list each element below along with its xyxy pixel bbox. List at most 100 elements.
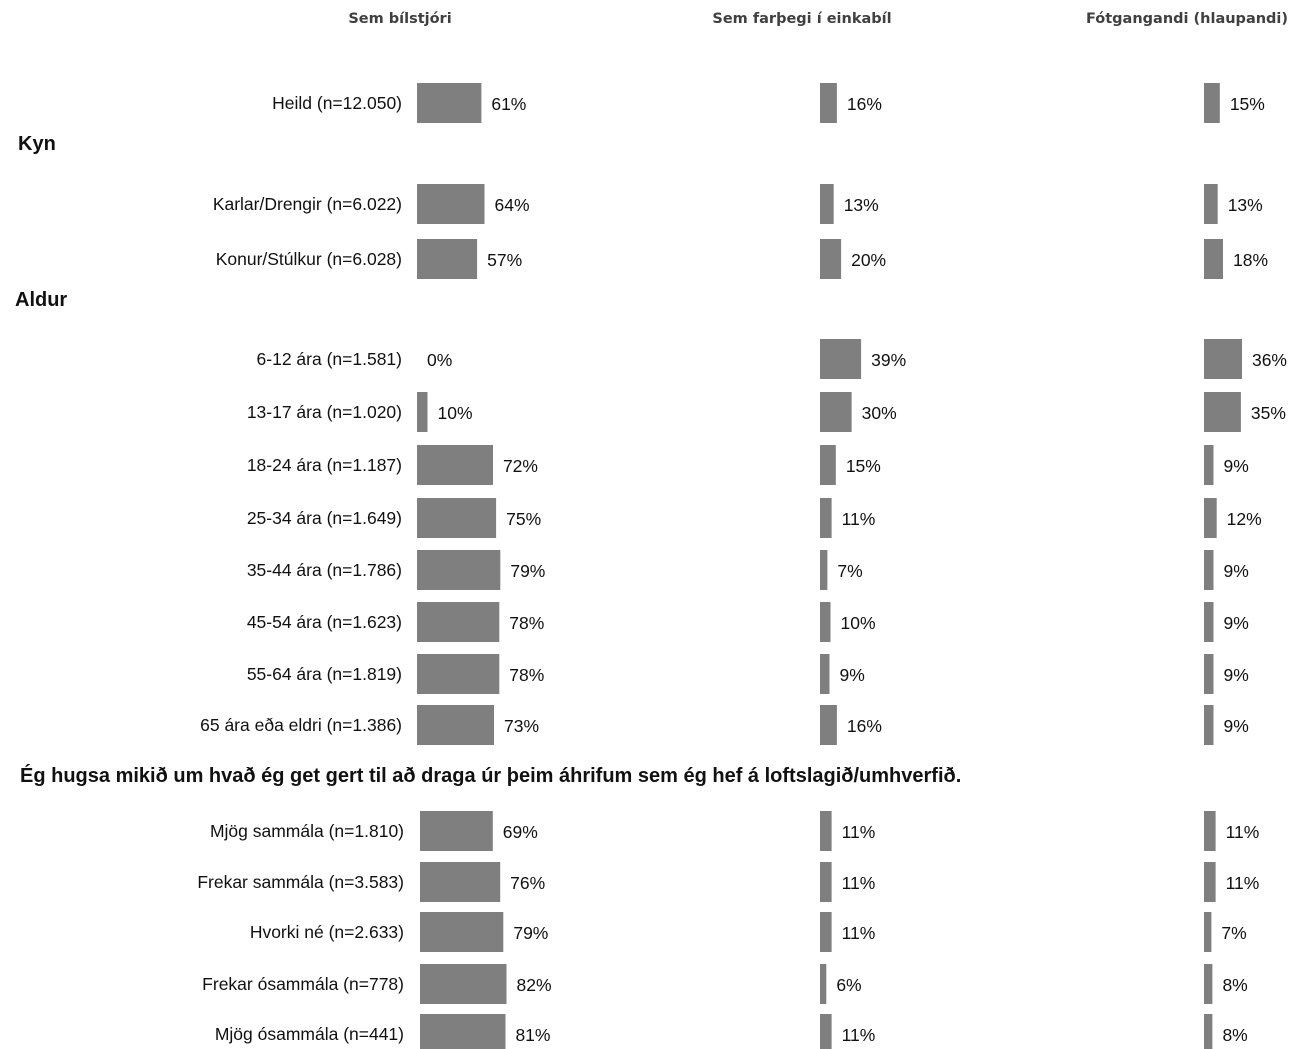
- value-label: 15%: [846, 456, 881, 476]
- bar-2: [820, 912, 832, 952]
- chart-row: 25-34 ára (n=1.649) 75% 11% 12%: [247, 498, 1262, 538]
- bar-1: [417, 705, 494, 745]
- bar-1: [420, 1014, 506, 1049]
- bar-1: [420, 964, 507, 1004]
- value-label: 73%: [504, 716, 539, 736]
- chart-row: 6-12 ára (n=1.581) 0% 39% 36%: [257, 339, 1287, 379]
- bar-2: [820, 392, 852, 432]
- bar-3: [1204, 811, 1216, 851]
- value-label: 12%: [1227, 509, 1262, 529]
- bar-2: [820, 339, 862, 379]
- row-label: 18-24 ára (n=1.187): [247, 455, 402, 475]
- value-label: 8%: [1222, 975, 1247, 995]
- value-label: 79%: [513, 923, 548, 943]
- bar-3: [1204, 862, 1216, 902]
- bar-3: [1204, 602, 1214, 642]
- bar-1: [417, 550, 501, 590]
- value-label: 10%: [841, 613, 876, 633]
- row-label: Frekar ósammála (n=778): [202, 974, 404, 994]
- chart-row: Frekar ósammála (n=778) 82% 6% 8%: [202, 964, 1248, 1004]
- value-label: 15%: [1230, 94, 1265, 114]
- value-label: 81%: [515, 1025, 550, 1045]
- value-label: 11%: [842, 873, 876, 893]
- bar-2: [820, 705, 837, 745]
- bar-2: [820, 498, 832, 538]
- value-label: 13%: [1228, 195, 1263, 215]
- chart-row: Konur/Stúlkur (n=6.028) 57% 20% 18%: [216, 239, 1268, 279]
- value-label: 7%: [837, 561, 862, 581]
- bar-3: [1204, 498, 1217, 538]
- value-label: 78%: [509, 665, 544, 685]
- row-label: 13-17 ára (n=1.020): [247, 402, 402, 422]
- bar-3: [1204, 83, 1220, 123]
- row-label: Konur/Stúlkur (n=6.028): [216, 249, 402, 269]
- bar-1: [417, 392, 428, 432]
- bar-3: [1204, 339, 1242, 379]
- bar-3: [1204, 964, 1213, 1004]
- bar-1: [417, 445, 493, 485]
- chart-row: Karlar/Drengir (n=6.022) 64% 13% 13%: [213, 184, 1263, 224]
- value-label: 9%: [839, 665, 864, 685]
- bar-3: [1204, 184, 1218, 224]
- column-header-1: Sem bílstjóri: [348, 11, 451, 27]
- value-label: 10%: [438, 403, 473, 423]
- bar-3: [1204, 1014, 1213, 1049]
- value-label: 20%: [851, 250, 886, 270]
- row-label: Karlar/Drengir (n=6.022): [213, 194, 402, 214]
- bar-3: [1204, 445, 1214, 485]
- bar-1: [417, 498, 497, 538]
- section-heading: Ég hugsa mikið um hvað ég get gert til a…: [20, 764, 961, 787]
- chart-row: Frekar sammála (n=3.583) 76% 11% 11%: [197, 862, 1259, 902]
- value-label: 69%: [503, 822, 538, 842]
- value-label: 9%: [1223, 613, 1248, 633]
- bar-2: [820, 1014, 832, 1049]
- bar-2: [820, 550, 828, 590]
- bar-3: [1204, 912, 1212, 952]
- value-label: 11%: [842, 1025, 876, 1045]
- value-label: 18%: [1233, 250, 1268, 270]
- bar-1: [417, 654, 500, 694]
- bar-3: [1204, 654, 1214, 694]
- row-label: Mjög ósammála (n=441): [215, 1024, 404, 1044]
- column-header-2: Sem farþegi í einkabíl: [712, 11, 891, 27]
- bar-1: [420, 912, 504, 952]
- chart-row: Hvorki né (n=2.633) 79% 11% 7%: [250, 912, 1247, 952]
- value-label: 79%: [510, 561, 545, 581]
- bar-3: [1204, 239, 1223, 279]
- chart-row: 65 ára eða eldri (n=1.386) 73% 16% 9%: [200, 705, 1249, 745]
- bar-1: [417, 184, 485, 224]
- bar-2: [820, 811, 832, 851]
- bar-2: [820, 184, 834, 224]
- chart-row: Mjög sammála (n=1.810) 69% 11% 11%: [210, 811, 1259, 851]
- value-label: 35%: [1251, 403, 1286, 423]
- row-label: Heild (n=12.050): [272, 93, 402, 113]
- value-label: 11%: [842, 509, 876, 529]
- row-label: 65 ára eða eldri (n=1.386): [200, 715, 402, 735]
- row-label: Mjög sammála (n=1.810): [210, 821, 404, 841]
- chart-row: Heild (n=12.050) 61% 16% 15%: [272, 83, 1265, 123]
- chart-row: 18-24 ára (n=1.187) 72% 15% 9%: [247, 445, 1249, 485]
- bar-1: [417, 239, 478, 279]
- value-label: 61%: [491, 94, 526, 114]
- value-label: 11%: [1226, 873, 1260, 893]
- chart-row: 13-17 ára (n=1.020) 10% 30% 35%: [247, 392, 1286, 432]
- chart-row: Mjög ósammála (n=441) 81% 11% 8%: [215, 1014, 1248, 1049]
- value-label: 36%: [1252, 350, 1287, 370]
- column-header-3: Fótgangandi (hlaupandi): [1086, 11, 1288, 27]
- bar-2: [820, 602, 831, 642]
- chart-row: 35-44 ára (n=1.786) 79% 7% 9%: [247, 550, 1249, 590]
- value-label: 16%: [847, 94, 882, 114]
- value-label: 64%: [495, 195, 530, 215]
- chart-rows: Heild (n=12.050) 61% 16% 15% Kyn Karlar/Dreng…: [15, 83, 1287, 1049]
- bar-1: [417, 83, 482, 123]
- section-heading: Aldur: [15, 289, 67, 311]
- value-label: 57%: [487, 250, 522, 270]
- value-label: 72%: [503, 456, 538, 476]
- value-label: 9%: [1223, 665, 1248, 685]
- value-label: 6%: [836, 975, 861, 995]
- row-label: 25-34 ára (n=1.649): [247, 508, 402, 528]
- bar-2: [820, 654, 830, 694]
- bar-2: [820, 862, 832, 902]
- row-label: 45-54 ára (n=1.623): [247, 612, 402, 632]
